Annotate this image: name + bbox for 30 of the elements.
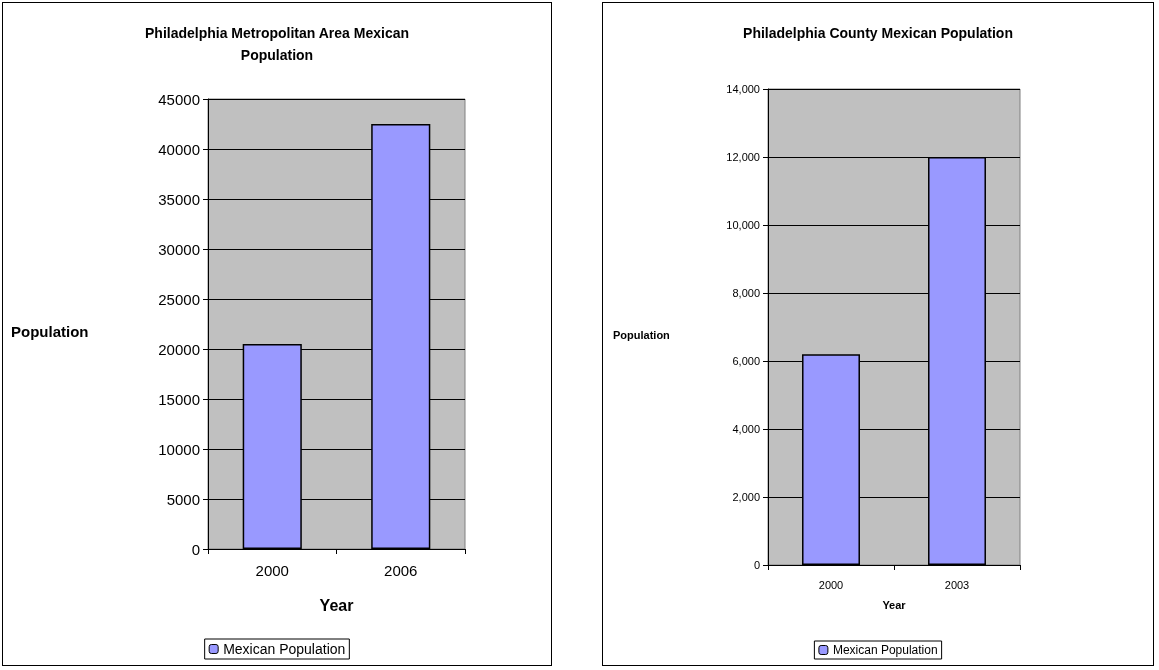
y-tick-label: 15000 [158, 390, 200, 408]
y-tick-label: 2,000 [732, 491, 760, 503]
x-axis-title: Year [319, 596, 354, 614]
y-tick-label: 6,000 [732, 355, 760, 367]
chart-title: Philadelphia Metropolitan Area Mexican Population [145, 25, 409, 63]
y-tick-label: 10,000 [726, 219, 760, 231]
y-tick-label: 45000 [158, 90, 200, 108]
y-tick-label: 0 [191, 540, 200, 558]
x-tick-label: 2003 [944, 578, 970, 591]
y-axis-title: Population [11, 323, 89, 340]
x-tick-label: 2000 [255, 562, 289, 579]
y-tick-label: 20000 [158, 340, 200, 358]
y-tick-label: 30000 [158, 240, 200, 258]
y-tick-label: 5000 [166, 490, 200, 508]
x-axis-title: Year [882, 598, 907, 611]
x-tick-label: 2000 [818, 578, 844, 591]
y-tick-label: 0 [753, 559, 760, 571]
y-tick-label: 12,000 [726, 151, 760, 163]
y-tick-label: 4,000 [732, 423, 760, 435]
y-tick-label: 25000 [158, 290, 200, 308]
y-tick-label: 10000 [158, 440, 200, 458]
chart-title: Philadelphia County Mexican Population [743, 25, 1013, 41]
y-tick-label: 14,000 [726, 83, 760, 95]
y-axis-title: Population [613, 328, 671, 341]
y-tick-label: 8,000 [732, 287, 760, 299]
x-tick-label: 2006 [384, 562, 418, 579]
legend-label: Mexican Population [223, 641, 346, 657]
legend-label: Mexican Population [832, 643, 938, 657]
y-tick-label: 40000 [158, 140, 200, 158]
y-tick-label: 35000 [158, 190, 200, 208]
